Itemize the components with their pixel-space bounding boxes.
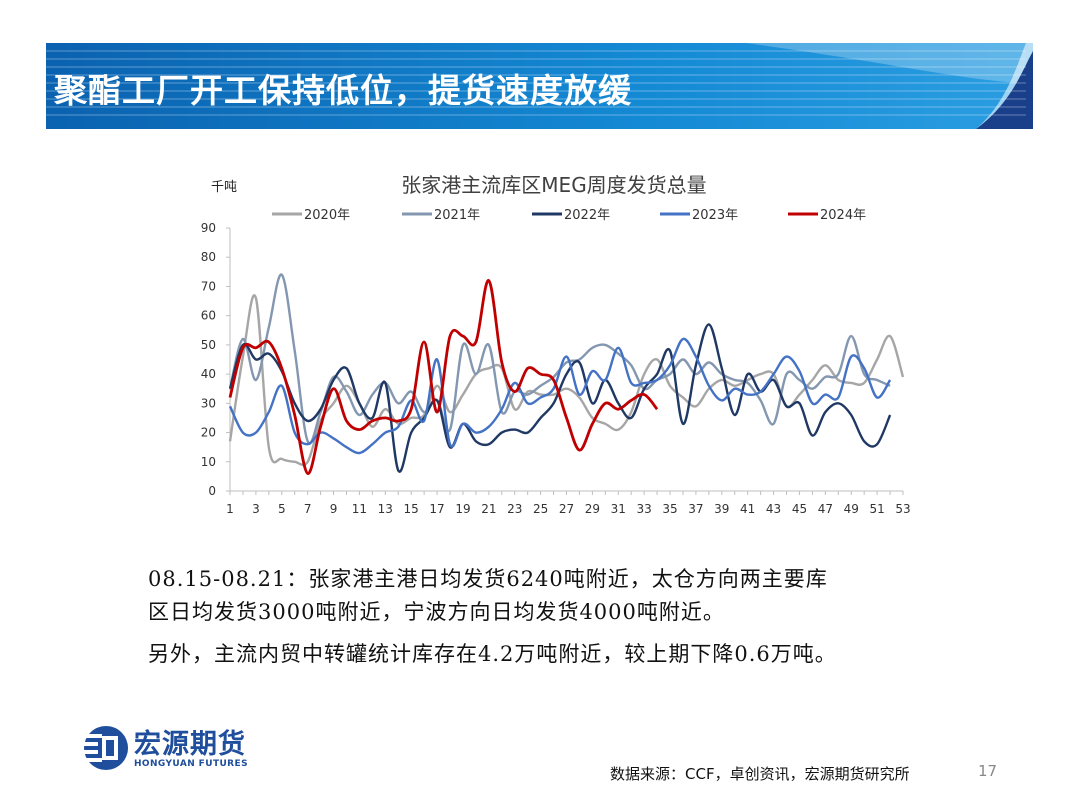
series-layer [228, 273, 905, 475]
y-tick-label: 20 [201, 426, 216, 440]
y-axis-unit: 千吨 [211, 180, 237, 195]
line-chart: 张家港主流库区MEG周度发货总量 千吨 2020年 2021年 2022年 2023年… [201, 173, 911, 516]
x-tick-label: 5 [278, 502, 286, 516]
x-tick-label: 3 [252, 502, 260, 516]
series-line-2023年 [228, 337, 892, 455]
logo-name-en: HONGYUAN FUTURES [134, 759, 248, 769]
x-tick-label: 41 [740, 502, 755, 516]
x-tick-label: 35 [662, 502, 677, 516]
x-tick-label: 11 [352, 502, 367, 516]
series-line-2022年 [228, 323, 892, 473]
x-tick-label: 37 [688, 502, 703, 516]
y-tick-label: 30 [201, 396, 216, 410]
banner-background [46, 43, 1033, 129]
x-tick-label: 49 [844, 502, 859, 516]
x-tick-label: 43 [766, 502, 781, 516]
x-tick-label: 19 [455, 502, 470, 516]
chart-legend: 2020年 2021年 2022年 2023年 2024年 [272, 208, 866, 223]
y-tick-label: 0 [208, 484, 216, 498]
x-tick-label: 29 [585, 502, 600, 516]
x-axis: 1 3 5 7 9 11 13 15 17 19 21 23 25 27 29 31 33 35 37 39 41 43 4… [226, 490, 911, 516]
x-tick-label: 45 [792, 502, 807, 516]
data-source: 数据来源：CCF，卓创资讯，宏源期货研究所 [610, 765, 910, 783]
legend-label: 2020年 [304, 208, 350, 223]
y-tick-label: 10 [201, 455, 216, 469]
x-tick-label: 47 [818, 502, 833, 516]
x-tick-label: 25 [533, 502, 548, 516]
legend-label: 2021年 [434, 208, 480, 223]
y-tick-label: 50 [201, 338, 216, 352]
title-banner: 聚酯工厂开工保持低位，提货速度放缓 [46, 43, 1033, 129]
chart-title: 张家港主流库区MEG周度发货总量 [401, 173, 706, 197]
x-tick-label: 15 [404, 502, 419, 516]
x-tick-label: 31 [611, 502, 626, 516]
company-logo: 宏源期货 HONGYUAN FUTURES [82, 720, 282, 780]
y-tick-label: 40 [201, 367, 216, 381]
x-tick-label: 27 [559, 502, 574, 516]
x-tick-label: 39 [714, 502, 729, 516]
legend-label: 2024年 [820, 208, 866, 223]
y-tick-label: 60 [201, 309, 216, 323]
x-tick-label: 53 [895, 502, 910, 516]
x-tick-label: 33 [637, 502, 652, 516]
legend-label: 2023年 [692, 208, 738, 223]
page-number: 17 [978, 762, 998, 780]
x-tick-label: 9 [330, 502, 338, 516]
slide-title: 聚酯工厂开工保持低位，提货速度放缓 [54, 71, 632, 110]
note-line-2: 区日均发货3000吨附近，宁波方向日均发货4000吨附近。 [148, 600, 725, 624]
x-tick-label: 1 [226, 502, 234, 516]
x-tick-label: 51 [869, 502, 884, 516]
legend-label: 2022年 [564, 208, 610, 223]
x-tick-label: 17 [429, 502, 444, 516]
note-line-3: 另外，主流内贸中转罐统计库存在4.2万吨附近，较上期下降0.6万吨。 [148, 642, 837, 666]
x-tick-label: 23 [507, 502, 522, 516]
series-line-2024年 [228, 279, 659, 475]
x-tick-label: 21 [481, 502, 496, 516]
y-tick-label: 90 [201, 221, 216, 235]
logo-name-cn: 宏源期货 [134, 729, 246, 760]
note-line-1: 08.15-08.21：张家港主港日均发货6240吨附近，太仓方向两主要库 [148, 567, 828, 591]
x-tick-label: 13 [378, 502, 393, 516]
y-tick-label: 70 [201, 279, 216, 293]
logo-icon [84, 726, 128, 770]
y-axis: 0 10 20 30 40 50 60 70 80 90 [201, 221, 231, 498]
y-tick-label: 80 [201, 250, 216, 264]
x-tick-label: 7 [304, 502, 312, 516]
